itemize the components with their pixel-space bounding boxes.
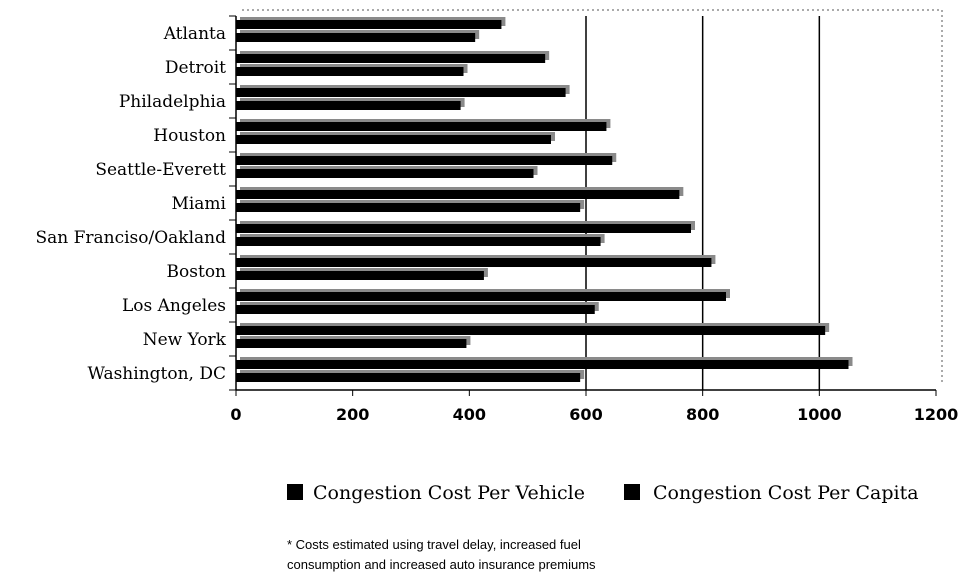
- bar-face: [236, 190, 680, 199]
- bar-vehicle: [236, 255, 716, 267]
- footnote-line-2: consumption and increased auto insurance…: [287, 557, 596, 572]
- bar-face: [236, 373, 581, 382]
- bar-capita: [236, 64, 468, 76]
- bar-face: [236, 305, 595, 314]
- x-tick-labels: 0 200 400 600 800 1000 1200: [230, 405, 958, 424]
- bar-face: [236, 271, 484, 280]
- bar-capita: [236, 166, 538, 178]
- bar-face: [236, 122, 607, 131]
- bar-face: [236, 339, 467, 348]
- legend: Congestion Cost Per Vehicle Congestion C…: [287, 482, 919, 504]
- category-label: Philadelphia: [119, 92, 226, 112]
- legend-swatch-vehicle: [287, 484, 303, 500]
- x-tick-label: 1000: [797, 405, 842, 424]
- bar-face: [236, 33, 476, 42]
- category-label: Seattle-Everett: [95, 160, 226, 180]
- bar-capita: [236, 30, 480, 42]
- x-tick-label: 0: [230, 405, 241, 424]
- bar-face: [236, 88, 566, 97]
- bar-capita: [236, 302, 599, 314]
- bar-vehicle: [236, 119, 611, 131]
- bar-face: [236, 54, 546, 63]
- category-labels: Atlanta Detroit Philadelphia Houston Seattle…: [35, 24, 226, 384]
- legend-label-vehicle: Congestion Cost Per Vehicle: [313, 482, 585, 504]
- category-label: Miami: [171, 194, 226, 214]
- legend-swatch-capita: [624, 484, 640, 500]
- bar-vehicle: [236, 221, 695, 233]
- bar-capita: [236, 200, 585, 212]
- bar-capita: [236, 98, 465, 110]
- bar-vehicle: [236, 187, 684, 199]
- bar-face: [236, 258, 712, 267]
- bar-face: [236, 292, 726, 301]
- bar-capita: [236, 132, 555, 144]
- category-label: Houston: [153, 126, 226, 146]
- category-label: Detroit: [165, 58, 226, 78]
- bar-vehicle: [236, 85, 570, 97]
- bar-vehicle: [236, 153, 617, 165]
- x-tick-label: 200: [336, 405, 369, 424]
- bar-face: [236, 169, 534, 178]
- bar-face: [236, 326, 826, 335]
- bar-capita: [236, 234, 605, 246]
- category-label: San Franciso/Oakland: [35, 228, 226, 248]
- bar-face: [236, 360, 849, 369]
- legend-label-capita: Congestion Cost Per Capita: [653, 482, 919, 504]
- category-label: Boston: [167, 262, 227, 282]
- bar-face: [236, 203, 581, 212]
- bar-vehicle: [236, 323, 830, 335]
- bar-face: [236, 237, 601, 246]
- bar-vehicle: [236, 357, 853, 369]
- x-tick-label: 600: [569, 405, 602, 424]
- bar-face: [236, 101, 461, 110]
- bar-capita: [236, 336, 471, 348]
- bar-face: [236, 67, 464, 76]
- x-tick-label: 400: [453, 405, 486, 424]
- category-label: Washington, DC: [87, 364, 226, 384]
- bar-vehicle: [236, 51, 550, 63]
- bar-face: [236, 135, 551, 144]
- bar-face: [236, 20, 502, 29]
- bar-vehicle: [236, 17, 506, 29]
- bar-capita: [236, 370, 585, 382]
- category-label: Los Angeles: [122, 296, 226, 316]
- x-tick-label: 800: [686, 405, 719, 424]
- bar-capita: [236, 268, 488, 280]
- bar-vehicle: [236, 289, 730, 301]
- category-label: New York: [143, 330, 227, 350]
- bars: [236, 17, 853, 382]
- bar-face: [236, 156, 613, 165]
- bar-face: [236, 224, 691, 233]
- x-tick-label: 1200: [914, 405, 958, 424]
- footnote-line-1: * Costs estimated using travel delay, in…: [287, 537, 581, 552]
- category-label: Atlanta: [163, 24, 226, 44]
- axes: [229, 9, 943, 396]
